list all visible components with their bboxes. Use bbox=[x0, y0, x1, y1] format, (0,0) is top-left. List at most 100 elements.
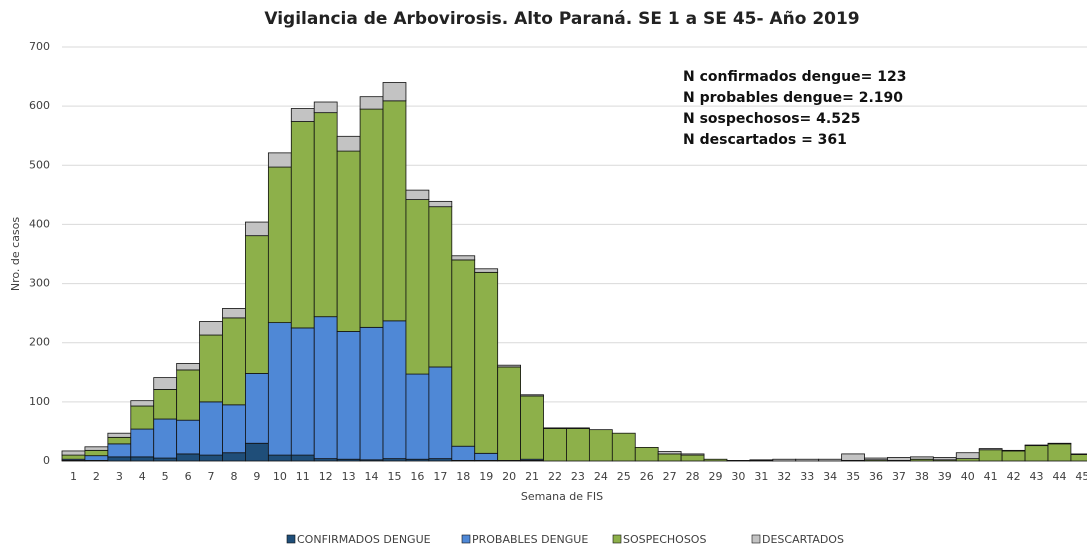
x-tick-label: 9 bbox=[253, 470, 260, 483]
bar-segment bbox=[1070, 454, 1087, 462]
bar-segment bbox=[382, 82, 407, 102]
x-tick-label: 39 bbox=[938, 470, 952, 483]
bar-segment bbox=[199, 321, 223, 336]
y-tick-label: 400 bbox=[29, 217, 50, 230]
bar-segment bbox=[566, 427, 590, 429]
bar-segment bbox=[405, 199, 430, 375]
x-tick-label: 6 bbox=[185, 470, 192, 483]
x-tick-label: 24 bbox=[594, 470, 608, 483]
x-tick-label: 3 bbox=[116, 470, 123, 483]
bar-segment bbox=[336, 150, 361, 332]
bar-segment bbox=[497, 366, 522, 461]
y-axis-label: Nro. de casos bbox=[9, 217, 22, 292]
bar-segment bbox=[245, 235, 269, 374]
x-tick-label: 44 bbox=[1052, 470, 1066, 483]
bar-segment bbox=[405, 189, 430, 200]
bar-segment bbox=[566, 428, 590, 462]
x-tick-label: 7 bbox=[208, 470, 215, 483]
bar-segment bbox=[359, 108, 384, 328]
y-tick-label: 600 bbox=[29, 99, 50, 112]
bar-segment bbox=[703, 458, 728, 462]
x-tick-label: 8 bbox=[230, 470, 237, 483]
x-tick-label: 17 bbox=[433, 470, 447, 483]
bar-segment bbox=[451, 255, 476, 261]
bar-segment bbox=[222, 308, 246, 319]
bar-segment bbox=[290, 327, 315, 456]
x-tick-label: 4 bbox=[139, 470, 146, 483]
x-tick-label: 28 bbox=[686, 470, 700, 483]
bar-segment bbox=[1070, 453, 1087, 455]
bar-segment bbox=[1047, 442, 1072, 445]
bar-segment bbox=[428, 206, 453, 368]
legend-swatch bbox=[612, 534, 622, 544]
x-tick-label: 38 bbox=[915, 470, 929, 483]
y-tick-label: 0 bbox=[43, 454, 50, 467]
x-tick-label: 31 bbox=[754, 470, 768, 483]
bar-segment bbox=[474, 268, 499, 273]
bar-segment bbox=[795, 458, 820, 462]
x-tick-label: 37 bbox=[892, 470, 906, 483]
x-tick-label: 21 bbox=[525, 470, 539, 483]
bar-segment bbox=[382, 320, 407, 460]
legend-swatch bbox=[751, 534, 761, 544]
x-tick-label: 16 bbox=[410, 470, 424, 483]
bar-segment bbox=[818, 458, 843, 462]
annotation: N probables dengue= 2.190 bbox=[683, 90, 903, 106]
bar-segment bbox=[978, 449, 1003, 462]
bar-segment bbox=[474, 271, 499, 454]
bar-segment bbox=[1001, 449, 1026, 452]
bar-segment bbox=[474, 452, 499, 461]
bar-segment bbox=[107, 432, 132, 438]
bar-segment bbox=[749, 459, 774, 461]
bar-segment bbox=[680, 454, 705, 462]
bar-segment bbox=[267, 166, 292, 324]
bar-segment bbox=[290, 454, 315, 462]
bar-segment bbox=[313, 112, 338, 318]
bar-segment bbox=[107, 456, 132, 462]
x-tick-label: 35 bbox=[846, 470, 860, 483]
bar-segment bbox=[1024, 445, 1049, 462]
annotation: N sospechosos= 4.525 bbox=[683, 111, 860, 127]
bar-segment bbox=[1047, 443, 1072, 462]
bar-segment bbox=[726, 460, 751, 462]
bar-segment bbox=[588, 429, 613, 462]
bar-segment bbox=[680, 453, 705, 456]
bar-segment bbox=[107, 443, 132, 458]
x-tick-label: 22 bbox=[548, 470, 562, 483]
bar-segment bbox=[84, 449, 109, 457]
bar-segment bbox=[841, 453, 865, 461]
chart-title: Vigilancia de Arbovirosis. Alto Paraná. … bbox=[264, 9, 859, 29]
bar-segment bbox=[267, 322, 292, 456]
bar-segment bbox=[657, 451, 682, 455]
bar-segment bbox=[772, 458, 797, 462]
bar-segment bbox=[955, 452, 980, 460]
x-tick-label: 2 bbox=[93, 470, 100, 483]
y-tick-label: 100 bbox=[29, 395, 50, 408]
y-tick-label: 700 bbox=[29, 40, 50, 53]
bar-segment bbox=[153, 418, 178, 459]
bar-segment bbox=[267, 454, 292, 462]
bar-segment bbox=[864, 457, 888, 461]
y-tick-label: 200 bbox=[29, 336, 50, 349]
bar-segment bbox=[245, 442, 269, 462]
x-axis-label: Semana de FIS bbox=[521, 490, 603, 503]
bar-segment bbox=[199, 401, 223, 456]
bar-segment bbox=[84, 455, 109, 461]
x-tick-label: 1 bbox=[70, 470, 77, 483]
bar-segment bbox=[153, 377, 178, 390]
x-tick-label: 13 bbox=[342, 470, 356, 483]
bar-segment bbox=[313, 316, 338, 460]
bar-segment bbox=[130, 405, 155, 430]
bar-segment bbox=[428, 366, 453, 460]
bar-segment bbox=[520, 395, 544, 460]
x-tick-label: 40 bbox=[961, 470, 975, 483]
x-tick-label: 33 bbox=[800, 470, 814, 483]
bar-segment bbox=[84, 446, 109, 451]
bar-segment bbox=[176, 453, 200, 462]
y-tick-label: 300 bbox=[29, 277, 50, 290]
bar-segment bbox=[222, 317, 246, 406]
bar-segment bbox=[611, 432, 636, 462]
bar-segment bbox=[657, 453, 682, 462]
bar-segment bbox=[336, 135, 361, 152]
